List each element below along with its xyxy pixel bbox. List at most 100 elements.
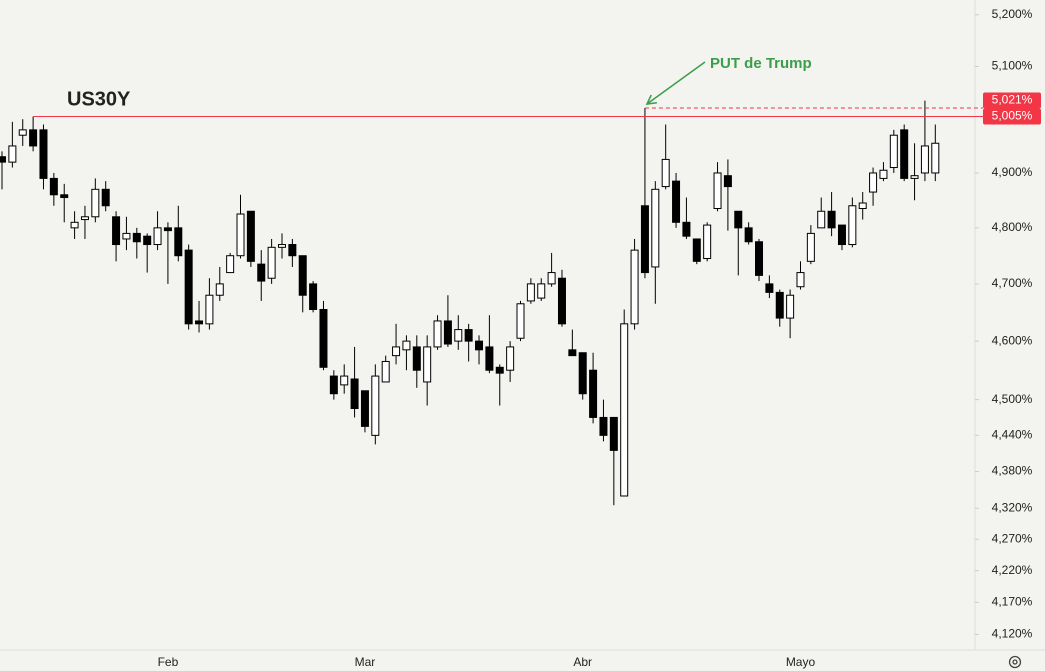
candle-body: [443, 320, 452, 345]
candle: [557, 269, 566, 327]
candle: [132, 227, 141, 259]
candle: [340, 364, 349, 394]
candle-body: [651, 188, 660, 268]
candle-body: [381, 360, 390, 383]
candle: [723, 159, 732, 231]
candle-body: [910, 175, 919, 179]
candle: [806, 225, 815, 265]
candle: [143, 233, 152, 273]
candle: [29, 116, 38, 152]
candle: [205, 278, 214, 330]
candle-body: [423, 346, 432, 383]
candle: [49, 172, 58, 206]
candle: [402, 335, 411, 371]
settings-hub[interactable]: [1012, 659, 1018, 665]
candle: [775, 289, 784, 327]
annotation-text: PUT de Trump: [710, 55, 812, 72]
candle-body: [755, 241, 764, 276]
candle: [443, 295, 452, 347]
annotation-arrow: [646, 61, 706, 105]
candle-body: [454, 329, 463, 342]
candle-body: [713, 172, 722, 210]
candle: [412, 335, 421, 388]
candle-body: [267, 246, 276, 279]
candle: [298, 255, 307, 313]
candle: [392, 323, 401, 365]
candle-body: [101, 188, 110, 207]
candle-body: [703, 224, 712, 260]
annotation-arrowhead: [645, 94, 657, 105]
candle-body: [433, 320, 442, 348]
candle-body: [609, 416, 618, 451]
candle: [879, 162, 888, 182]
candle-body: [340, 375, 349, 386]
candle-body: [475, 340, 484, 351]
candle-body: [39, 129, 48, 179]
y-tick-label: 4,440%: [992, 428, 1033, 442]
candle-body: [775, 291, 784, 319]
candle: [910, 143, 919, 201]
candle: [765, 275, 774, 299]
y-tick-label: 4,120%: [992, 627, 1033, 641]
candle: [70, 211, 79, 239]
settings-gear[interactable]: [1008, 655, 1022, 669]
candle-body: [506, 346, 515, 371]
candle: [122, 216, 131, 251]
candle-body: [692, 238, 701, 262]
candle-body: [765, 283, 774, 293]
x-tick-label: Mayo: [786, 655, 816, 669]
candle-body: [682, 221, 691, 237]
candle: [630, 238, 639, 330]
candle-body: [205, 294, 214, 325]
y-tick-label: 4,380%: [992, 464, 1033, 478]
candle-body: [236, 213, 245, 257]
candle-body: [392, 346, 401, 357]
x-tick-label: Mar: [355, 655, 376, 669]
candle-body: [163, 227, 172, 232]
y-tick-label: 5,100%: [992, 59, 1033, 73]
candle: [309, 281, 318, 313]
candle-body: [412, 346, 421, 371]
candle-body: [8, 145, 17, 163]
candle: [174, 205, 183, 262]
candle-body: [920, 145, 929, 174]
candle-body: [174, 227, 183, 257]
candle: [848, 197, 857, 248]
candle-body: [195, 320, 204, 325]
candle-body: [18, 129, 27, 136]
candle: [360, 390, 369, 433]
candle: [827, 192, 836, 237]
candle: [195, 300, 204, 333]
candle-body: [184, 249, 193, 325]
candle: [589, 352, 598, 424]
candle-body: [29, 129, 38, 147]
candle-body: [640, 205, 649, 274]
candle: [485, 315, 494, 374]
candle: [547, 252, 556, 287]
candle: [889, 129, 898, 173]
candle-body: [526, 283, 535, 302]
candle-body: [516, 303, 525, 339]
candle: [163, 222, 172, 284]
candle: [516, 300, 525, 342]
candle: [288, 238, 297, 267]
candle-body: [215, 283, 224, 296]
candle: [18, 119, 27, 146]
candle: [900, 124, 909, 182]
candle: [319, 300, 328, 371]
candle: [744, 222, 753, 245]
candle: [184, 244, 193, 330]
candle-body: [226, 255, 235, 274]
candle-body: [80, 216, 89, 221]
candle: [226, 252, 235, 274]
settings-icon[interactable]: [1008, 655, 1022, 669]
candle: [80, 205, 89, 239]
candle: [682, 197, 691, 239]
candle-body: [589, 369, 598, 418]
candle-body: [402, 340, 411, 351]
candle-body: [630, 249, 639, 325]
candle-body: [277, 244, 286, 248]
candle: [858, 192, 867, 220]
x-tick-label: Abr: [573, 655, 592, 669]
candle: [661, 124, 670, 190]
